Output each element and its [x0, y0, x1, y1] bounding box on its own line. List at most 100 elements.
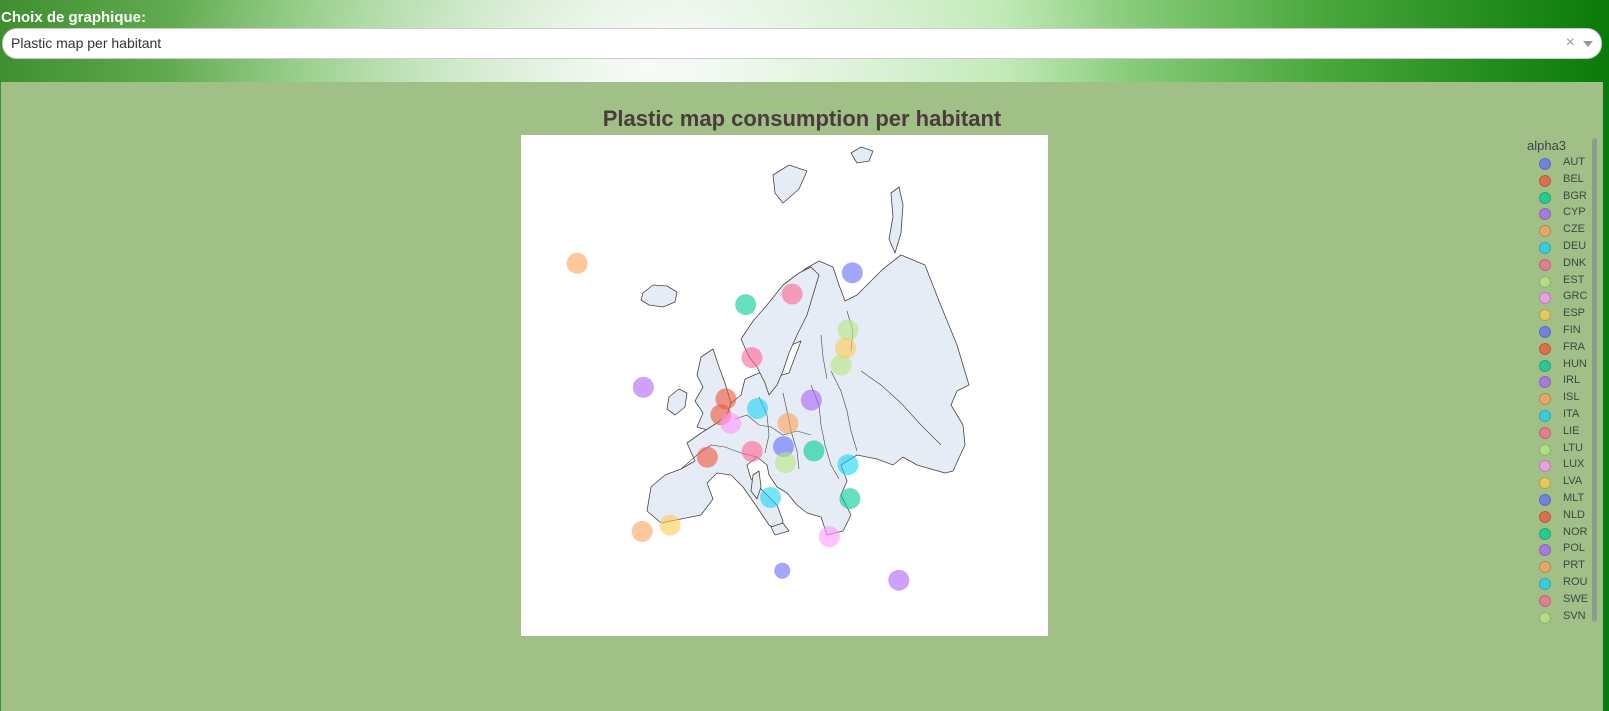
legend-label: LTU	[1563, 441, 1583, 454]
legend-label: DNK	[1563, 256, 1587, 269]
land-svalbard	[850, 146, 874, 164]
legend-scrollbar[interactable]	[1592, 138, 1597, 622]
legend-label: SVN	[1563, 609, 1586, 622]
legend-marker	[1539, 393, 1551, 406]
legend-label: PRT	[1563, 559, 1585, 572]
legend-marker	[1539, 342, 1551, 355]
legend-label: NLD	[1563, 508, 1586, 521]
chart-selector-dropdown[interactable]: Plastic map per habitant ×	[2, 28, 1602, 59]
land-iceland	[640, 284, 678, 308]
legend-label: LVA	[1563, 475, 1583, 488]
legend-marker	[1539, 309, 1551, 322]
clear-icon[interactable]: ×	[1565, 34, 1575, 51]
bubble-grc[interactable]	[818, 526, 840, 548]
bubble-nld[interactable]	[715, 388, 737, 410]
bubble-fra[interactable]	[696, 446, 718, 468]
legend-marker	[1539, 376, 1551, 389]
legend-label: HUN	[1563, 357, 1587, 370]
legend-marker	[1539, 326, 1551, 338]
legend-marker	[1539, 275, 1551, 288]
legend-label: DEU	[1563, 240, 1587, 252]
bubble-fin[interactable]	[841, 262, 863, 284]
legend-marker	[1539, 527, 1551, 540]
europe-map[interactable]	[521, 135, 1048, 636]
legend-label: AUT	[1563, 156, 1585, 168]
legend-marker	[1539, 258, 1551, 271]
legend-label: MLT	[1563, 492, 1585, 504]
bubble-dnk[interactable]	[741, 347, 763, 369]
chart-title: Plastic map consumption per habitant	[602, 106, 1002, 131]
bubble-swe[interactable]	[781, 283, 803, 305]
legend-label: FRA	[1563, 340, 1585, 353]
legend-label: NOR	[1563, 525, 1588, 538]
legend-label: LUX	[1563, 458, 1585, 471]
legend-marker	[1539, 225, 1551, 238]
bubble-est[interactable]	[837, 319, 859, 341]
land-ireland	[666, 388, 688, 416]
land-arctic-islands	[772, 164, 808, 204]
bubble-prt[interactable]	[631, 520, 653, 542]
legend-marker	[1539, 611, 1551, 624]
bubble-ita[interactable]	[760, 487, 781, 508]
legend-label: CYP	[1563, 206, 1586, 219]
legend-marker	[1539, 158, 1551, 170]
bubble-bgr[interactable]	[839, 488, 861, 510]
legend-marker	[1539, 359, 1551, 372]
chart-selector-label: Choix de graphique:	[1, 9, 147, 26]
legend-marker	[1539, 477, 1551, 490]
bubble-esp[interactable]	[659, 514, 681, 536]
legend-label: CZE	[1563, 223, 1585, 236]
legend-marker	[1539, 561, 1551, 574]
dropdown-selected-value: Plastic map per habitant	[11, 35, 162, 51]
chevron-down-icon[interactable]	[1583, 41, 1593, 47]
legend-marker	[1539, 594, 1551, 607]
bubble-irl[interactable]	[632, 376, 654, 398]
bubble-nor[interactable]	[735, 294, 757, 316]
legend-label: ISL	[1563, 391, 1580, 404]
map-land	[640, 146, 970, 536]
legend-label: LIE	[1563, 424, 1580, 437]
map-frame[interactable]	[521, 135, 1048, 636]
legend-label: FIN	[1563, 324, 1581, 336]
graph-panel: Plastic map consumption per habitant	[1, 82, 1603, 711]
bubble-isl[interactable]	[566, 252, 588, 274]
legend-marker	[1539, 510, 1551, 523]
legend-marker	[1539, 494, 1551, 506]
bubble-aut[interactable]	[773, 436, 794, 458]
bubble-cze[interactable]	[777, 412, 799, 434]
bubble-hun[interactable]	[803, 440, 825, 462]
legend-marker	[1539, 292, 1551, 305]
legend-marker	[1539, 410, 1551, 422]
legend-label: POL	[1563, 542, 1586, 555]
bubble-deu[interactable]	[747, 398, 768, 419]
bubble-lux[interactable]	[720, 412, 742, 434]
bubble-mlt[interactable]	[774, 562, 791, 579]
legend-marker	[1539, 208, 1551, 221]
legend-label: ROU	[1563, 576, 1588, 588]
bubble-lie[interactable]	[741, 440, 763, 462]
legend-marker	[1539, 544, 1551, 557]
land-novaya-zemlya	[888, 186, 904, 254]
legend-marker	[1539, 174, 1551, 187]
top-bar: Choix de graphique: Plastic map per habi…	[0, 0, 1609, 82]
legend-marker	[1539, 426, 1551, 439]
bubble-ltu[interactable]	[830, 354, 852, 376]
bubble-pol[interactable]	[800, 389, 822, 411]
bubble-rou[interactable]	[837, 454, 859, 476]
legend-label: BGR	[1563, 189, 1587, 202]
legend-title: alpha3	[1527, 138, 1567, 153]
legend-label: BEL	[1563, 172, 1584, 185]
data-bubbles[interactable]	[566, 252, 910, 591]
legend-label: SWE	[1563, 592, 1589, 605]
legend-label: EST	[1563, 273, 1585, 286]
bubble-cyp[interactable]	[888, 569, 910, 591]
legend-marker	[1539, 242, 1551, 254]
bubble-svn[interactable]	[774, 452, 796, 473]
legend-marker	[1539, 460, 1551, 473]
legend-marker	[1539, 578, 1551, 590]
legend: alpha3 AUT BEL BGR CYP CZE DEU DNK EST GRC ESP FIN…	[1525, 138, 1595, 638]
legend-label: ITA	[1563, 408, 1580, 420]
land-sicily	[770, 522, 790, 536]
bubble-lva[interactable]	[835, 337, 856, 359]
legend-label: ESP	[1563, 307, 1586, 320]
